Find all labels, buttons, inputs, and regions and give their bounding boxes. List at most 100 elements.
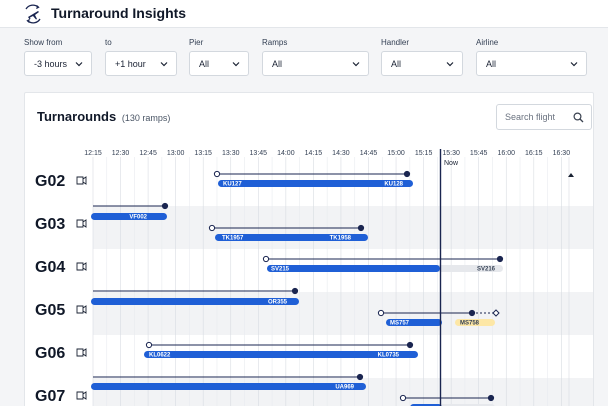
- flight-label: KL0622: [149, 353, 171, 359]
- gate-label: G05: [35, 302, 65, 319]
- ramps-label: Ramps: [262, 38, 288, 47]
- show-from-select[interactable]: -3 hours: [24, 51, 92, 76]
- handler-select[interactable]: All: [381, 51, 463, 76]
- to-value: +1 hour: [115, 58, 146, 69]
- time-tick-label: 13:45: [250, 150, 268, 157]
- ramps-select[interactable]: All: [262, 51, 369, 76]
- search-icon: [573, 112, 584, 123]
- ramp-count: (130 ramps): [121, 113, 171, 123]
- time-tick-label: 14:45: [360, 150, 378, 157]
- time-tick-label: 12:15: [84, 150, 102, 157]
- camera-icon[interactable]: [76, 348, 87, 357]
- departure-marker[interactable]: [356, 373, 364, 381]
- handler-label: Handler: [381, 38, 410, 47]
- chevron-down-icon: [75, 62, 83, 67]
- turnaround-gantt: 12:15 12:30 12:45 13:00 13:15 13:30 13:45 14:00…: [35, 149, 593, 406]
- camera-icon[interactable]: [76, 176, 87, 185]
- pier-filter: Pier All: [189, 38, 249, 76]
- airline-select[interactable]: All: [476, 51, 587, 76]
- time-tick-label: 14:15: [305, 150, 323, 157]
- chevron-down-icon: [352, 62, 360, 67]
- flight-label: TK1957: [222, 236, 244, 242]
- panel-title-text: Turnarounds: [37, 109, 117, 124]
- ramps-filter: Ramps All: [262, 38, 369, 76]
- departure-marker[interactable]: [496, 255, 504, 263]
- show-from-label: Show from: [24, 38, 63, 47]
- handler-value: All: [391, 58, 402, 69]
- time-tick-label: 15:45: [470, 150, 488, 157]
- scheduled-arrival-marker[interactable]: [213, 170, 221, 178]
- departure-marker[interactable]: [291, 287, 299, 295]
- time-tick-label: 16:15: [525, 150, 543, 157]
- gate-label: G02: [35, 173, 65, 190]
- flight-bar-delay[interactable]: [455, 319, 495, 326]
- camera-icon[interactable]: [76, 262, 87, 271]
- time-tick-label: 15:30: [442, 150, 460, 157]
- app-title: Turnaround Insights: [51, 5, 187, 21]
- pier-select[interactable]: All: [189, 51, 249, 76]
- flight-label: KU127: [223, 182, 242, 188]
- scheduled-arrival-marker[interactable]: [399, 394, 407, 402]
- chevron-down-icon: [232, 62, 240, 67]
- scheduled-arrival-marker[interactable]: [262, 255, 270, 263]
- flight-bar[interactable]: [91, 298, 299, 305]
- flight-bar[interactable]: [267, 265, 440, 272]
- time-tick-label: 16:00: [497, 150, 515, 157]
- search-flight-input[interactable]: Search flight: [496, 104, 592, 130]
- flight-bar[interactable]: [386, 319, 442, 326]
- departure-marker[interactable]: [406, 341, 414, 349]
- flight-bar[interactable]: [91, 383, 366, 390]
- airline-filter: Airline All: [476, 38, 587, 76]
- plane-rotation-icon: [25, 4, 41, 24]
- show-from-value: -3 hours: [34, 58, 68, 69]
- gate-label: G04: [35, 259, 65, 276]
- time-tick-label: 14:00: [277, 150, 295, 157]
- pier-value: All: [199, 58, 210, 69]
- flight-label: KU128: [384, 182, 403, 188]
- flight-bar[interactable]: [91, 213, 167, 220]
- time-tick-label: 13:30: [222, 150, 240, 157]
- flight-label: UA969: [335, 385, 354, 391]
- to-select[interactable]: +1 hour: [105, 51, 177, 76]
- flight-bar[interactable]: [144, 351, 418, 358]
- filter-bar: Show from -3 hours to +1 hour Pier All R…: [0, 29, 608, 89]
- flight-label: MS757: [390, 321, 410, 327]
- time-tick-label: 12:30: [112, 150, 130, 157]
- row-background: [93, 378, 593, 406]
- departure-marker[interactable]: [487, 394, 495, 402]
- gate-label: G07: [35, 388, 65, 405]
- camera-icon[interactable]: [76, 305, 87, 314]
- pier-label: Pier: [189, 38, 204, 47]
- flight-bar[interactable]: [215, 234, 368, 241]
- departure-marker[interactable]: [468, 309, 476, 317]
- search-placeholder: Search flight: [505, 112, 556, 122]
- ramps-value: All: [272, 58, 283, 69]
- scheduled-arrival-marker[interactable]: [145, 341, 153, 349]
- time-tick-label: 13:00: [167, 150, 185, 157]
- scroll-up-icon[interactable]: [568, 173, 574, 177]
- flight-label: SV216: [477, 267, 496, 273]
- departure-marker[interactable]: [161, 202, 169, 210]
- turnarounds-panel: Turnarounds (130 ramps) Search flight 12…: [24, 92, 594, 406]
- airline-label: Airline: [476, 38, 499, 47]
- estimated-departure-marker[interactable]: [492, 309, 500, 317]
- to-label: to: [105, 38, 112, 47]
- now-label: Now: [444, 160, 459, 167]
- camera-icon[interactable]: [76, 391, 87, 400]
- to-filter: to +1 hour: [105, 38, 177, 76]
- time-tick-label: 16:30: [553, 150, 571, 157]
- time-tick-label: 15:00: [387, 150, 405, 157]
- app-header: Turnaround Insights: [0, 0, 608, 28]
- departure-marker[interactable]: [357, 224, 365, 232]
- flight-label: MS758: [460, 321, 480, 327]
- departure-marker[interactable]: [403, 170, 411, 178]
- gate-label: G03: [35, 216, 65, 233]
- airline-value: All: [486, 58, 497, 69]
- flight-bar[interactable]: [218, 180, 413, 187]
- scheduled-arrival-marker[interactable]: [208, 224, 216, 232]
- flight-label: SV215: [271, 267, 290, 273]
- camera-icon[interactable]: [76, 219, 87, 228]
- handler-filter: Handler All: [381, 38, 463, 76]
- flight-label: KL0735: [378, 353, 400, 359]
- scheduled-arrival-marker[interactable]: [377, 309, 385, 317]
